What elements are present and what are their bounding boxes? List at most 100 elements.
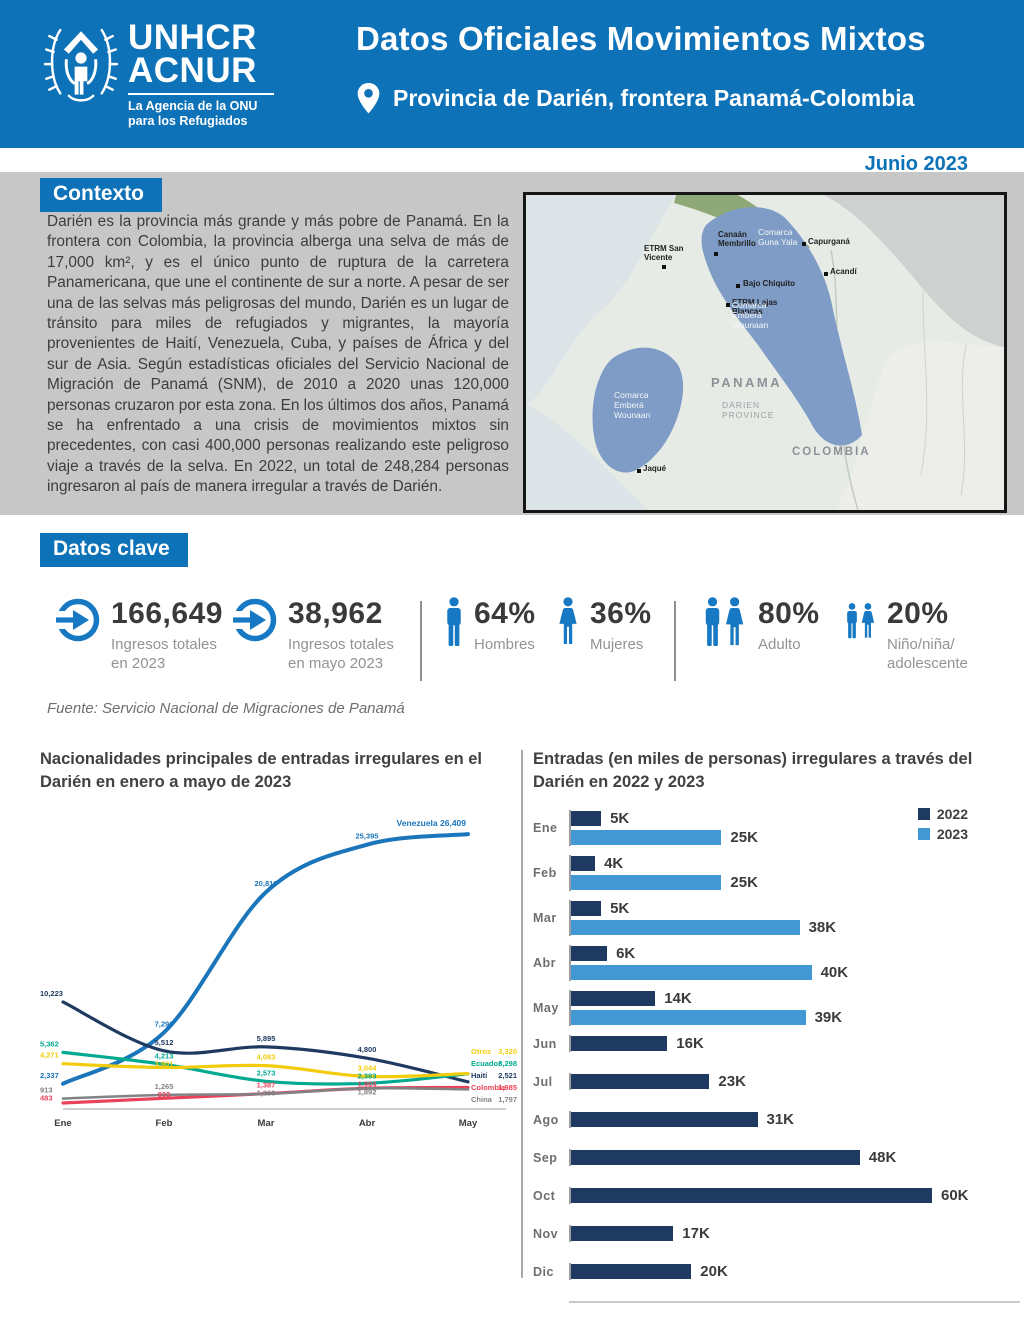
header-banner: UNHCR ACNUR La Agencia de la ONU para lo… <box>0 0 1024 148</box>
bar-row: 16K <box>571 1035 1020 1053</box>
map-label-bajo-chiquito: Bajo Chiquito <box>743 279 795 288</box>
x-tick-label: Feb <box>156 1118 173 1129</box>
x-tick-label: Abr <box>359 1118 376 1129</box>
bar-row: 31K <box>571 1111 1020 1129</box>
section-heading-contexto: Contexto <box>40 178 162 213</box>
bar-value-label: 48K <box>868 1149 897 1167</box>
darien-map: Canaán Membrillo ETRM San Vicente Bajo Chi… <box>523 192 1007 513</box>
stat-label: Mujeres <box>590 636 644 653</box>
bar-value-label: 4K <box>604 855 624 873</box>
bar-2023 <box>571 965 812 981</box>
data-label: 5,512 <box>155 1038 174 1047</box>
line-chart-title: Nacionalidades principales de entradas i… <box>40 750 483 792</box>
map-label-panama: PANAMA <box>711 375 783 390</box>
bar-month-label: Feb <box>533 866 557 881</box>
bar-row: 25K <box>571 874 1020 891</box>
nationalities-line-chart: Nacionalidades principales de entradas i… <box>40 748 522 1129</box>
x-tick-label: Ene <box>54 1118 71 1129</box>
context-section: Contexto Darién es la provincia más gran… <box>0 172 1024 515</box>
stat-value: 20% <box>887 597 949 630</box>
stat-ninos: 20% Niño/niña/adolescente <box>845 597 968 674</box>
bar-chart-row: Dic 20K <box>533 1263 1020 1281</box>
bar-value-label: 25K <box>730 829 758 847</box>
bar-2022 <box>571 856 596 872</box>
data-label: 1,904 <box>358 1079 378 1088</box>
bar-stack: 48K <box>569 1149 1020 1167</box>
bar-month-label: Mar <box>533 911 557 926</box>
report-date: Junio 2023 <box>864 153 968 175</box>
data-label: 3,044 <box>358 1063 378 1072</box>
bar-row: 25K <box>571 829 1020 847</box>
map-label-etrm-san-vicente: ETRM San Vicente <box>644 244 684 263</box>
map-label-acandi: Acandí <box>830 267 857 276</box>
children-icon <box>847 603 875 639</box>
data-label: 1,360 <box>257 1089 276 1098</box>
bar-value-label: 23K <box>718 1073 746 1091</box>
logo-divider <box>128 93 274 96</box>
bar-row: 5K <box>571 900 1020 918</box>
map-label-darien-province: DARIEN PROVINCE <box>722 400 775 420</box>
map-marker-bajo-chiquito <box>736 284 740 288</box>
org-tagline-line2: para los Refugiados <box>128 114 248 129</box>
section-heading-datos-clave: Datos clave <box>40 533 188 568</box>
bar-value-label: 31K <box>766 1111 795 1129</box>
bar-row: 38K <box>571 919 1020 936</box>
stat-label: Adulto <box>758 636 801 653</box>
column-divider <box>521 750 523 1278</box>
bar-month-label: Nov <box>533 1226 559 1241</box>
bar-stack: 60K <box>569 1187 1020 1205</box>
map-marker-etrm-san-vicente <box>662 265 666 269</box>
data-label: 913 <box>40 1086 53 1095</box>
legend-label: 2023 <box>936 826 968 842</box>
bar-value-label: 14K <box>664 990 692 1008</box>
data-label: 483 <box>40 1094 53 1103</box>
data-label: 4,271 <box>40 1051 59 1060</box>
data-label: 4,213 <box>155 1051 174 1060</box>
legend-item: 2022 <box>917 806 968 822</box>
bar-chart-title: Entradas (en miles de personas) irregula… <box>533 750 973 792</box>
bar-2022 <box>571 811 602 827</box>
data-label: 3,901 <box>155 1059 174 1068</box>
bar-month-label: Jul <box>533 1074 553 1089</box>
series-end-label: Haití <box>471 1071 488 1080</box>
stats-divider <box>674 601 676 681</box>
data-label: 5,895 <box>257 1034 276 1043</box>
unhcr-logo: UNHCR ACNUR La Agencia de la ONU para lo… <box>42 14 274 129</box>
source-note: Fuente: Servicio Nacional de Migraciones… <box>47 700 405 717</box>
bar-2023 <box>571 830 722 846</box>
stat-value: 80% <box>758 597 820 630</box>
bar-row: 60K <box>571 1187 1020 1204</box>
stat-total-mayo: 38,962 Ingresos totales en mayo 2023 <box>232 597 394 674</box>
bar-value-label: 16K <box>676 1035 704 1053</box>
bar-value-label: 6K <box>616 945 636 963</box>
man-icon <box>447 597 461 647</box>
legend-label: 2022 <box>936 806 968 822</box>
stat-value: 64% <box>474 597 536 630</box>
context-paragraph: Darién es la provincia más grande y más … <box>47 213 509 496</box>
bar-value-label: 5K <box>610 900 630 918</box>
series-end-label: Venezuela 26,409 <box>397 818 467 828</box>
bar-chart-row: Mar 5K 38K <box>533 900 1020 937</box>
bar-value-label: 5K <box>610 810 630 828</box>
data-label: 25,395 <box>356 832 379 841</box>
map-marker-etrm-lajas-blancas <box>726 303 730 307</box>
bar-month-label: Oct <box>533 1188 556 1203</box>
location-row: Provincia de Darién, frontera Panamá-Col… <box>356 82 926 115</box>
data-label: 1,387 <box>257 1081 276 1090</box>
stat-label: Niño/niña/adolescente <box>887 636 968 672</box>
stat-adulto: 80% Adulto <box>702 597 820 655</box>
bar-row: 48K <box>571 1149 1020 1167</box>
bar-chart-row: Nov 17K <box>533 1225 1020 1243</box>
map-label-jaque: Jaqué <box>643 464 667 473</box>
key-figures-row: 166,649 Ingresos totales en 2023 38,962 I… <box>0 597 1024 697</box>
bar-2022 <box>571 1036 668 1052</box>
bar-month-label: Dic <box>533 1264 554 1279</box>
bar-row: 5K <box>571 810 1020 828</box>
line-series-Ecuador <box>61 1050 470 1086</box>
bar-chart-row: Sep 48K <box>533 1149 1020 1167</box>
map-label-colombia: COLOMBIA <box>792 446 871 458</box>
stat-mujeres: 36% Mujeres <box>556 597 652 655</box>
bar-2022 <box>571 1112 758 1128</box>
series-end-value: 3,298 <box>498 1059 517 1068</box>
